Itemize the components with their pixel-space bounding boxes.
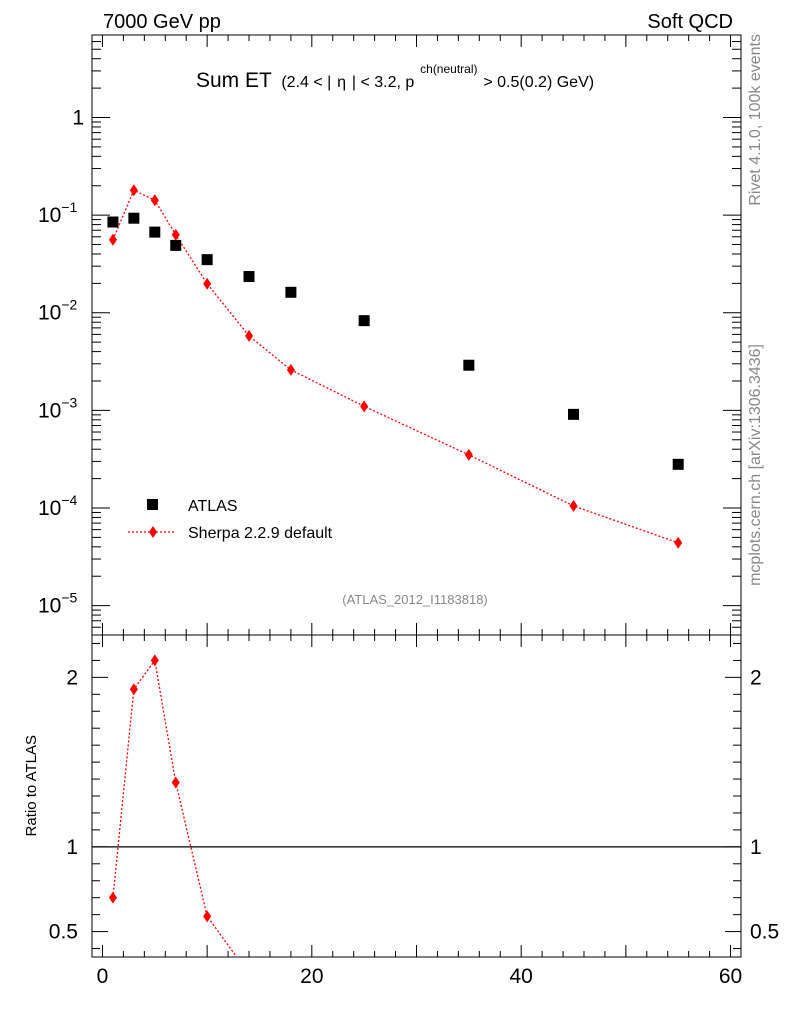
chart-marks [92,184,741,957]
sherpa-ratio-point [150,654,159,667]
sherpa-point [674,536,683,549]
sherpa-point [286,363,295,376]
atlas-point [107,216,119,228]
ratio-tick-label: 0.5 [49,921,78,944]
sherpa-point [203,277,212,290]
x-tick-label: 20 [300,965,323,988]
atlas-point [170,239,182,251]
legend-atlas-label: ATLAS [188,498,238,515]
ratio-tick-label-right: 1 [750,836,762,859]
header-left-label: 7000 GeV pp [103,11,221,33]
y-tick-label: 10−4 [38,492,78,520]
ratio-tick-label-right: 0.5 [750,921,779,944]
atlas-point [285,286,297,298]
ratio-series-group [108,654,238,957]
sherpa-point [129,184,138,197]
atlas-point [201,254,213,266]
title-sup: ch(neutral) [420,62,477,76]
title-part1: (2.4 < | [281,74,331,91]
sherpa-ratio-point [108,891,117,904]
atlas-point [463,359,475,371]
legend-sherpa-marker [149,526,157,538]
sherpa-ratio-line [112,658,238,957]
title-part2: | < 3.2, p [352,74,415,91]
legend: ATLAS Sherpa 2.2.9 default [128,498,333,542]
atlas-point [243,271,255,283]
ratio-tick-label: 1 [66,836,78,859]
ratio-tick-label: 2 [66,666,78,689]
main-plot-frame [91,34,742,636]
x-tick-label: 60 [719,965,742,988]
analysis-watermark: (ATLAS_2012_I1183818) [342,592,488,607]
y-tick-label: 10−2 [38,297,78,325]
ratio-plot-frame [91,634,742,958]
plot-title: Sum ET (2.4 < | η | < 3.2, p ch(neutral)… [196,55,594,92]
sherpa-point [245,329,254,342]
title-eta: η [337,74,346,91]
sherpa-line [112,189,679,544]
sherpa-point [569,499,578,512]
x-tick-label: 40 [509,965,532,988]
x-tick-label: 0 [97,965,109,988]
sherpa-ratio-point [171,776,180,789]
sherpa-point [360,400,369,413]
sherpa-ratio-point [129,683,138,696]
axis-ticks: 0 20 40 60 1 10−1 10−2 10−3 10−4 10−5 0.5 0.5 1 1 2 2 [38,34,779,988]
sherpa-ratio-point [203,910,212,923]
legend-atlas-marker [147,499,158,510]
sherpa-point [150,194,159,207]
y-tick-label: 10−1 [38,199,78,227]
atlas-point [568,408,580,420]
atlas-point [128,212,140,224]
atlas-point [149,226,161,238]
y-tick-label: 1 [72,107,84,130]
y-tick-label: 10−5 [38,590,78,618]
atlas-point [358,315,370,327]
sherpa-point [171,228,180,241]
header-right-label: Soft QCD [647,11,733,33]
ratio-ylabel: Ratio to ATLAS [23,735,40,836]
rivet-note: Rivet 4.1.0, 100k events [747,34,764,206]
sherpa-point [464,448,473,461]
mcplots-note: mcplots.cern.ch [arXiv:1306.3436] [747,344,764,586]
ratio-tick-label-right: 2 [750,666,762,689]
y-tick-label: 10−3 [38,394,78,422]
title-main: Sum ET [196,69,272,92]
legend-sherpa-label: Sherpa 2.2.9 default [188,525,333,542]
sherpa-point [108,233,117,246]
title-part3: > 0.5(0.2) GeV) [483,74,594,91]
atlas-point [672,458,684,470]
